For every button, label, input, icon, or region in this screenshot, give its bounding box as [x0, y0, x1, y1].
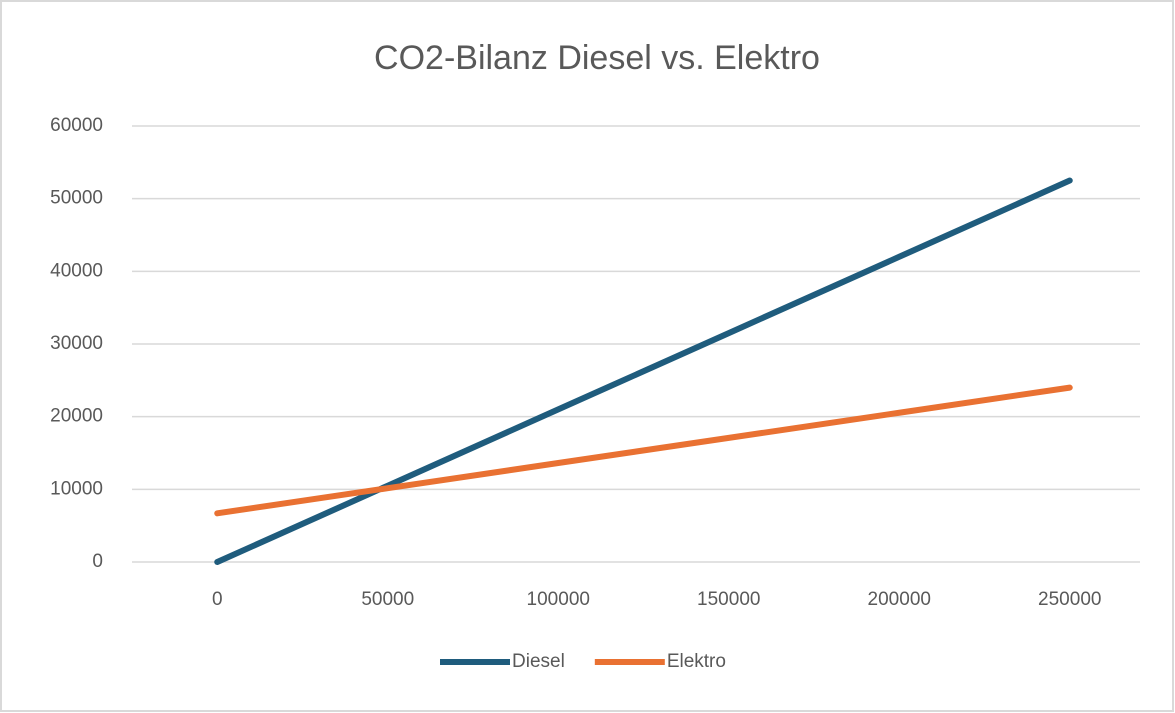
data-line: [214, 177, 1073, 565]
x-tick-label: 0: [212, 589, 223, 610]
x-tick-label: 250000: [1038, 589, 1101, 610]
legend-label: Diesel: [512, 651, 565, 672]
legend-label: Elektro: [667, 651, 726, 672]
y-tick-label: 60000: [50, 115, 103, 136]
x-tick-label: 100000: [527, 589, 590, 610]
chart-title: CO2-Bilanz Diesel vs. Elektro: [374, 39, 820, 77]
x-tick-label: 50000: [361, 589, 414, 610]
y-tick-label: 0: [92, 551, 103, 572]
data-line: [214, 384, 1073, 517]
x-tick-label: 150000: [697, 589, 760, 610]
x-tick-label: 200000: [868, 589, 931, 610]
y-tick-label: 20000: [50, 406, 103, 427]
y-tick-label: 10000: [50, 478, 103, 499]
y-tick-label: 30000: [50, 333, 103, 354]
y-tick-label: 40000: [50, 260, 103, 281]
y-tick-label: 50000: [50, 188, 103, 209]
